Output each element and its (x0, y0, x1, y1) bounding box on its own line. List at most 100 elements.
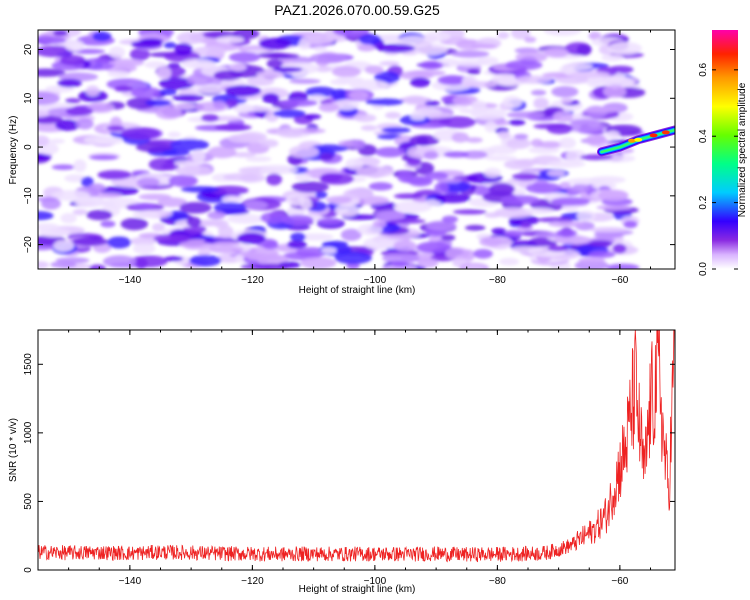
x-tick-label: −60 (611, 275, 628, 286)
noise-blob (129, 255, 168, 268)
noise-blob (38, 68, 66, 77)
noise-blob (38, 110, 50, 118)
noise-blob (334, 204, 360, 217)
noise-blob (38, 91, 60, 105)
noise-blob (129, 236, 157, 246)
noise-blob (530, 89, 547, 96)
noise-blob (85, 85, 100, 97)
noise-blob (578, 256, 606, 264)
noise-blob (500, 195, 540, 205)
noise-blob (213, 70, 243, 81)
noise-blob (86, 102, 115, 114)
noise-blob (547, 220, 585, 228)
noise-blob (52, 30, 68, 37)
noise-blob (276, 127, 304, 138)
noise-blob (321, 240, 349, 247)
noise-blob (553, 235, 593, 245)
noise-blob (375, 147, 405, 158)
x-tick-label: −140 (119, 576, 142, 587)
noise-blob (416, 241, 451, 254)
noise-blob (280, 99, 318, 107)
noise-blob (309, 52, 347, 64)
noise-blob (305, 86, 337, 98)
noise-blob (597, 189, 629, 202)
noise-blob (53, 240, 75, 252)
noise-blob (120, 217, 149, 231)
noise-blob (226, 214, 266, 224)
noise-blob (325, 195, 352, 204)
noise-blob (434, 182, 449, 194)
noise-blob (288, 78, 321, 84)
noise-blob (73, 159, 87, 173)
snr-y-ticks: 0 500 1000 1500 (23, 353, 675, 573)
noise-blob (181, 58, 216, 69)
noise-blob (80, 57, 116, 71)
noise-blob (309, 94, 326, 102)
noise-blob (570, 71, 611, 78)
noise-blob (294, 173, 312, 182)
heatmap-x-axis-label: Height of straight line (km) (299, 285, 416, 296)
noise-blob (126, 97, 157, 110)
noise-blob (167, 131, 181, 138)
noise-blob (260, 139, 279, 148)
noise-blob (340, 228, 362, 241)
noise-blob (331, 88, 348, 101)
noise-blob (605, 130, 620, 140)
noise-blob (258, 166, 298, 175)
noise-blob (257, 52, 290, 59)
snr-frame (37, 329, 676, 571)
noise-blob (221, 195, 240, 203)
y-tick-label: 0 (23, 144, 34, 150)
noise-blob (425, 171, 449, 180)
noise-blob (299, 35, 336, 44)
noise-blob (528, 146, 560, 154)
noise-blob (551, 86, 579, 98)
noise-blob (106, 125, 125, 132)
noise-blob (287, 240, 307, 249)
noise-blob (114, 85, 134, 93)
noise-blob (174, 42, 193, 56)
noise-blob (552, 111, 574, 123)
heatmap-signal-ridge (597, 125, 675, 157)
noise-blob (208, 245, 244, 254)
noise-blob (243, 200, 268, 210)
noise-blob (484, 155, 518, 161)
noise-blob (313, 46, 327, 52)
noise-blob (281, 214, 314, 226)
noise-blob (135, 142, 173, 153)
noise-blob (451, 132, 469, 143)
noise-blob (436, 178, 462, 184)
noise-blob (464, 224, 486, 231)
noise-blob (505, 60, 543, 71)
noise-blob (168, 174, 198, 188)
noise-blob (286, 207, 302, 215)
noise-blob (156, 66, 172, 80)
noise-blob (439, 116, 476, 129)
noise-blob (88, 183, 106, 193)
noise-blob (229, 63, 247, 72)
noise-blob (566, 178, 606, 185)
snr-series-line (38, 330, 675, 563)
noise-blob (588, 250, 616, 259)
noise-blob (426, 220, 457, 232)
noise-blob (384, 111, 402, 119)
noise-blob (451, 50, 490, 58)
noise-blob (227, 133, 263, 144)
noise-blob (467, 68, 481, 75)
noise-blob (256, 70, 285, 79)
noise-blob (365, 98, 404, 106)
noise-blob (207, 146, 237, 159)
noise-blob (162, 149, 190, 157)
y-tick-label: 10 (23, 92, 34, 104)
x-tick-label: −120 (241, 576, 264, 587)
noise-blob (445, 247, 470, 260)
noise-blob (145, 99, 172, 107)
x-tick-label: −80 (489, 275, 506, 286)
noise-blob (159, 88, 177, 96)
y-tick-label: −10 (23, 187, 34, 204)
noise-blob (97, 170, 132, 180)
noise-blob (437, 75, 467, 86)
x-tick-label: −100 (364, 275, 387, 286)
noise-blob (38, 228, 71, 238)
